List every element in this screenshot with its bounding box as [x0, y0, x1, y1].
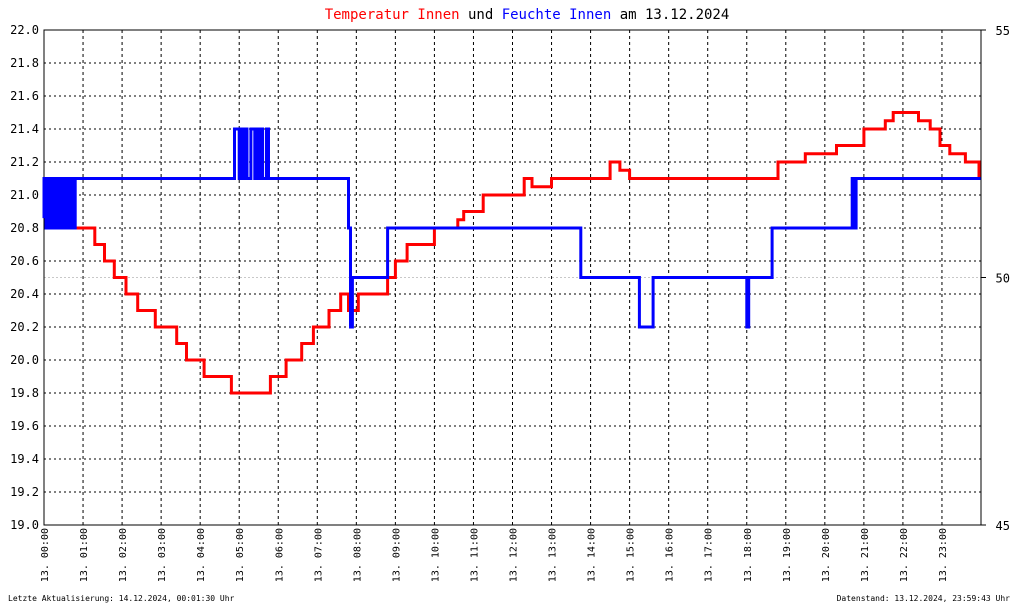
y-left-tick-label: 21.0: [10, 188, 39, 202]
x-tick-label: 13. 23:00: [938, 528, 949, 582]
y-right-tick-label: 50: [996, 272, 1010, 286]
series-line-temperature: [44, 111, 981, 395]
y-left-tick-label: 21.6: [10, 89, 39, 103]
x-tick-label: 13. 12:00: [509, 528, 520, 582]
x-tick-label: 13. 22:00: [899, 528, 910, 582]
x-tick-label: 13. 19:00: [782, 528, 793, 582]
y-left-tick-label: 19.6: [10, 419, 39, 433]
y-left-tick-label: 21.8: [10, 56, 39, 70]
x-tick-label: 13. 08:00: [352, 528, 363, 582]
x-tick-label: 13. 07:00: [313, 528, 324, 582]
x-tick-label: 13. 03:00: [157, 528, 168, 582]
x-tick-label: 13. 21:00: [860, 528, 871, 582]
y-left-tick-label: 22.0: [10, 23, 39, 37]
title-and: und: [460, 7, 502, 23]
series-line-humidity: [42, 127, 981, 329]
title-temperature: Temperatur Innen: [325, 7, 460, 23]
y-left-tick-label: 20.6: [10, 254, 39, 268]
x-tick-label: 13. 05:00: [235, 528, 246, 582]
x-tick-label: 13. 16:00: [665, 528, 676, 582]
series-group: [42, 111, 981, 395]
chart-title: Temperatur Innen und Feuchte Innen am 13…: [325, 7, 730, 23]
y-right-tick-label: 45: [996, 519, 1010, 533]
x-tick-label: 13. 20:00: [821, 528, 832, 582]
y-left-tick-label: 21.2: [10, 155, 39, 169]
x-tick-label: 13. 00:00: [40, 528, 51, 582]
y-axis-left: 19.0 19.2 19.4 19.6 19.8 20.0 20.2 20.4 20.6 20.8…: [10, 23, 39, 532]
y-left-tick-label: 20.0: [10, 353, 39, 367]
x-tick-label: 13. 13:00: [548, 528, 559, 582]
y-left-tick-label: 19.4: [10, 452, 39, 466]
x-tick-label: 13. 18:00: [743, 528, 754, 582]
x-tick-label: 13. 04:00: [196, 528, 207, 582]
x-tick-label: 13. 14:00: [587, 528, 598, 582]
y-left-tick-label: 19.8: [10, 386, 39, 400]
x-tick-label: 13. 06:00: [274, 528, 285, 582]
x-tick-label: 13. 11:00: [469, 528, 480, 582]
grid: [44, 30, 981, 525]
x-tick-label: 13. 09:00: [391, 528, 402, 582]
x-tick-label: 13. 02:00: [118, 528, 129, 582]
x-axis: 13. 00:00 13. 01:00 13. 02:00 13. 03:00 13. …: [40, 528, 949, 582]
title-date: am 13.12.2024: [611, 7, 729, 23]
y-left-tick-label: 19.2: [10, 485, 39, 499]
title-humidity: Feuchte Innen: [502, 7, 612, 23]
footer-data-status: Datenstand: 13.12.2024, 23:59:43 Uhr: [837, 594, 1011, 603]
y-right-tick-label: 55: [996, 24, 1010, 38]
y-left-tick-label: 20.8: [10, 221, 39, 235]
x-tick-label: 13. 15:00: [626, 528, 637, 582]
footer-last-update: Letzte Aktualisierung: 14.12.2024, 00:01…: [8, 594, 235, 603]
y-left-tick-label: 20.4: [10, 287, 39, 301]
x-tick-label: 13. 17:00: [704, 528, 715, 582]
y-axis-right: 45 50 55: [981, 24, 1010, 533]
x-tick-label: 13. 01:00: [79, 528, 90, 582]
y-left-tick-label: 20.2: [10, 320, 39, 334]
x-tick-label: 13. 10:00: [430, 528, 441, 582]
y-left-tick-label: 21.4: [10, 122, 39, 136]
y-left-tick-label: 19.0: [10, 518, 39, 532]
